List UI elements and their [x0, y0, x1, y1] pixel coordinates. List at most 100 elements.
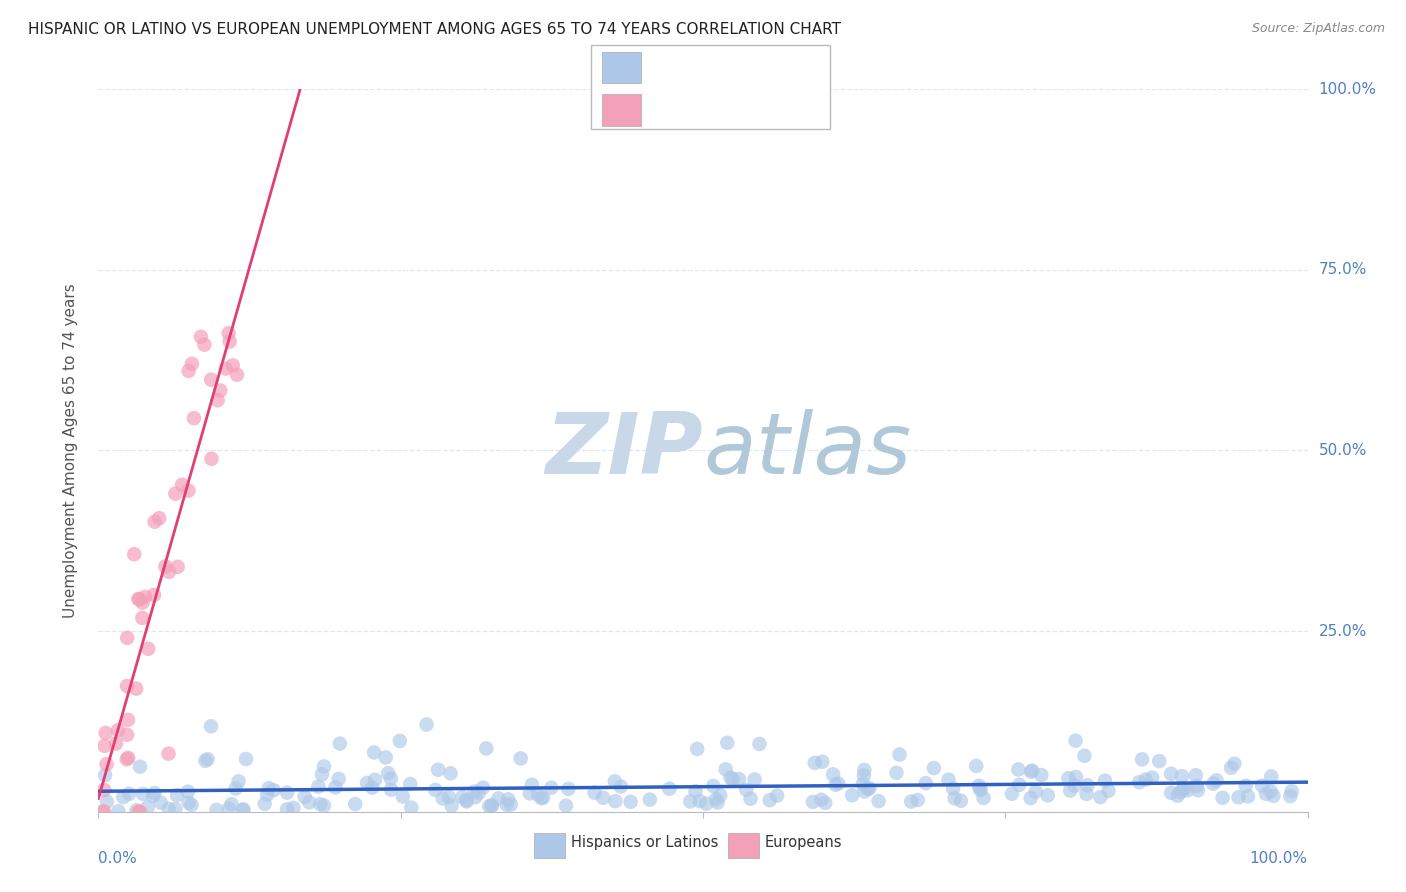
- Point: [1064, 770, 1087, 784]
- Text: 100.0%: 100.0%: [1319, 82, 1376, 96]
- Point: [938, 772, 960, 787]
- Point: [107, 804, 129, 818]
- Point: [471, 780, 494, 795]
- Text: HISPANIC OR LATINO VS EUROPEAN UNEMPLOYMENT AMONG AGES 65 TO 74 YEARS CORRELATIO: HISPANIC OR LATINO VS EUROPEAN UNEMPLOYM…: [28, 22, 841, 37]
- Point: [702, 779, 724, 793]
- Point: [132, 787, 155, 801]
- Point: [1170, 785, 1192, 799]
- Point: [1019, 764, 1042, 779]
- Point: [263, 783, 285, 797]
- Point: [1160, 766, 1182, 780]
- Point: [1281, 784, 1303, 798]
- Point: [1279, 789, 1302, 804]
- Point: [1260, 769, 1282, 783]
- Point: [1007, 763, 1029, 777]
- Point: [1036, 789, 1059, 803]
- Point: [1025, 785, 1047, 799]
- Point: [758, 793, 780, 807]
- Point: [1160, 786, 1182, 800]
- Point: [603, 774, 626, 789]
- Point: [527, 788, 550, 802]
- Point: [852, 777, 875, 791]
- Point: [218, 801, 240, 815]
- Point: [1094, 773, 1116, 788]
- Point: [218, 326, 240, 341]
- Point: [766, 789, 789, 803]
- Point: [165, 486, 187, 500]
- Point: [943, 791, 966, 805]
- Point: [232, 803, 254, 817]
- Point: [810, 793, 832, 807]
- Point: [1140, 771, 1163, 785]
- Point: [112, 790, 135, 805]
- Point: [907, 793, 929, 807]
- Point: [509, 751, 531, 765]
- Point: [886, 765, 908, 780]
- Point: [143, 588, 166, 602]
- Point: [914, 776, 936, 790]
- Text: atlas: atlas: [703, 409, 911, 492]
- Point: [148, 511, 170, 525]
- Point: [1254, 787, 1277, 801]
- Point: [464, 790, 486, 805]
- Point: [94, 726, 117, 740]
- Point: [276, 786, 298, 800]
- Point: [128, 805, 150, 819]
- Point: [1173, 782, 1195, 797]
- Point: [638, 792, 661, 806]
- Point: [228, 774, 250, 789]
- Point: [540, 780, 562, 795]
- Point: [686, 742, 709, 756]
- Point: [361, 780, 384, 795]
- Point: [481, 798, 503, 813]
- Text: 100.0%: 100.0%: [1250, 851, 1308, 865]
- Point: [388, 734, 411, 748]
- Point: [1076, 778, 1098, 792]
- Point: [439, 766, 461, 780]
- Point: [425, 783, 447, 797]
- Point: [177, 785, 200, 799]
- Point: [1223, 756, 1246, 771]
- Point: [1097, 784, 1119, 798]
- Point: [1059, 783, 1081, 797]
- Point: [207, 393, 229, 408]
- Point: [122, 547, 145, 561]
- Point: [714, 762, 737, 776]
- Point: [1251, 779, 1274, 793]
- Point: [401, 800, 423, 814]
- Point: [801, 795, 824, 809]
- Point: [115, 679, 138, 693]
- Point: [276, 802, 298, 816]
- Point: [96, 757, 118, 772]
- Point: [157, 747, 180, 761]
- Point: [136, 641, 159, 656]
- Point: [129, 760, 152, 774]
- Point: [181, 357, 204, 371]
- Point: [94, 768, 117, 782]
- Point: [283, 801, 305, 815]
- Point: [1149, 754, 1171, 768]
- Point: [827, 776, 849, 790]
- Point: [814, 796, 837, 810]
- Point: [309, 797, 332, 812]
- Text: 75.0%: 75.0%: [1319, 262, 1367, 277]
- Point: [183, 411, 205, 425]
- Point: [1064, 733, 1087, 747]
- Point: [380, 772, 402, 786]
- Point: [294, 789, 316, 804]
- Point: [226, 368, 249, 382]
- Point: [307, 45, 329, 60]
- Point: [520, 778, 543, 792]
- Point: [93, 783, 115, 797]
- Point: [380, 782, 402, 797]
- Point: [679, 794, 702, 808]
- Point: [209, 384, 232, 398]
- Text: 25.0%: 25.0%: [1319, 624, 1367, 639]
- Point: [166, 559, 188, 574]
- Point: [307, 780, 329, 794]
- Point: [118, 787, 141, 801]
- Point: [609, 780, 631, 794]
- Point: [329, 737, 352, 751]
- Point: [620, 795, 643, 809]
- Point: [868, 794, 890, 808]
